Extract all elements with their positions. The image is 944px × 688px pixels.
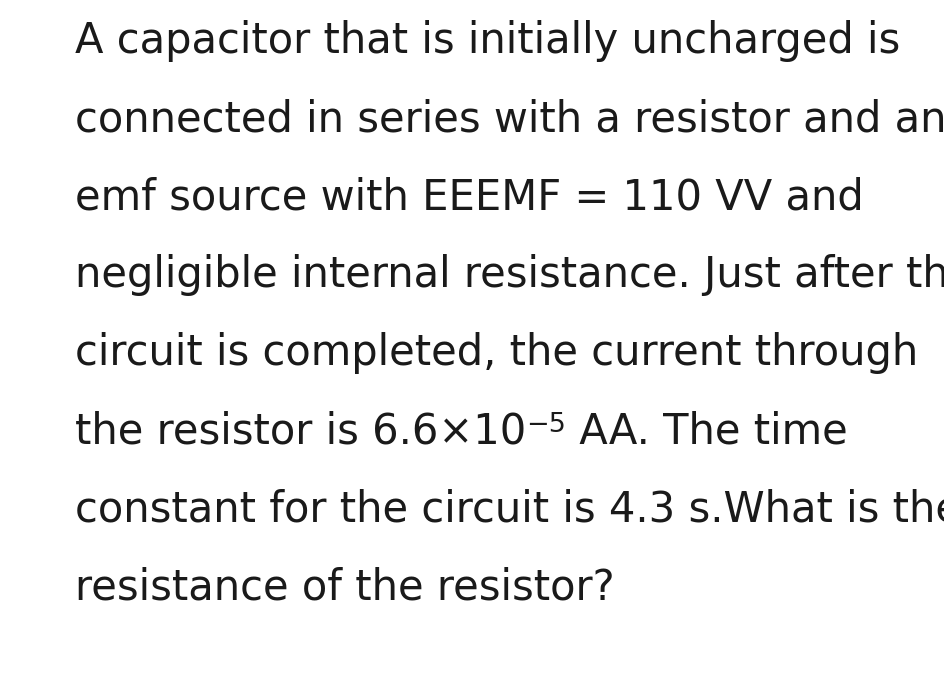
Text: −5: −5 [526, 412, 566, 438]
Text: AA. The time: AA. The time [566, 410, 848, 452]
Text: connected in series with a resistor and an: connected in series with a resistor and … [75, 98, 944, 140]
Text: emf source with EEEMF = 110 VV and: emf source with EEEMF = 110 VV and [75, 176, 864, 218]
Text: circuit is completed, the current through: circuit is completed, the current throug… [75, 332, 919, 374]
Text: resistance of the resistor?: resistance of the resistor? [75, 566, 615, 608]
Text: A capacitor that is initially uncharged is: A capacitor that is initially uncharged … [75, 20, 901, 62]
Text: constant for the circuit is 4.3 s.What is the: constant for the circuit is 4.3 s.What i… [75, 488, 944, 530]
Text: the resistor is 6.6×10: the resistor is 6.6×10 [75, 410, 526, 452]
Text: negligible internal resistance. Just after the: negligible internal resistance. Just aft… [75, 254, 944, 296]
